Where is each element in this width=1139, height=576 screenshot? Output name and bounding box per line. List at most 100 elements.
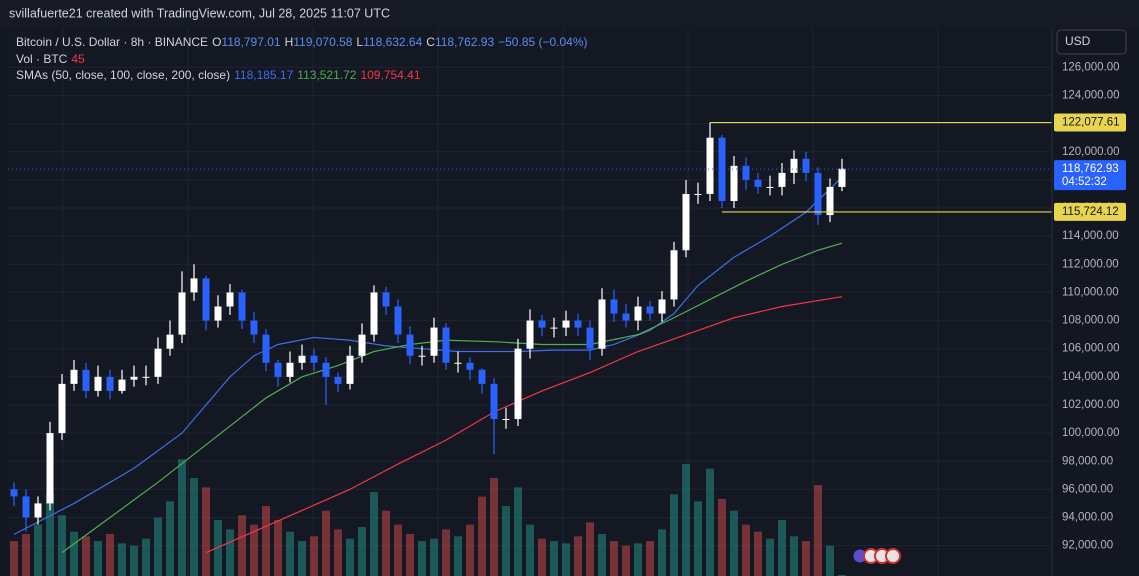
current-price-label: 118,762.93 [1062,163,1119,175]
candle-body [538,320,546,328]
candle-body [262,334,270,363]
volume-bar [418,541,426,576]
volume-bar [814,485,822,576]
volume-bar [166,501,174,576]
volume-bar [778,520,786,576]
candle-body [202,278,210,321]
ohlc-value: 118,762.93 [434,35,495,49]
volume-bar [826,545,834,576]
sma-label: SMAs (50, close, 100, close, 200, close) [16,68,231,82]
volume-bar [202,487,210,576]
candle-body [754,179,762,187]
candle-body [814,172,822,216]
event-icon [885,548,901,564]
y-tick-label: 98,000.00 [1062,455,1113,467]
ohlc-key: O [212,35,222,49]
currency-label: USD [1065,34,1091,48]
candle-body [418,355,426,357]
candle-body [274,362,282,377]
volume-bar [670,494,678,576]
volume-bar [490,478,498,576]
candle-body [94,376,102,391]
volume-bar [658,529,666,576]
candle-body [106,376,114,391]
volume-bar [382,510,390,576]
volume-bar [574,536,582,576]
volume-bar [358,527,366,576]
candle-body [610,299,618,314]
volume-bar [334,529,342,576]
candle-body [766,186,774,188]
candle-body [10,489,18,497]
candle-body [682,193,690,251]
y-tick-label: 112,000.00 [1062,258,1119,270]
candle-body [526,320,534,349]
volume-bar [370,492,378,576]
volume-bar [178,459,186,576]
volume-bar [82,536,90,576]
candle-body [586,327,594,349]
volume-value: 45 [71,51,85,66]
candle-body [790,158,798,173]
volume-bar [70,531,78,576]
volume-bar [646,541,654,576]
candle-body [466,362,474,370]
candle-body [46,433,54,504]
candle-body [310,355,318,363]
candle-body [838,168,846,187]
volume-bar [502,506,510,576]
volume-bar [454,536,462,576]
candle-body [334,376,342,384]
candle-body [298,355,306,363]
countdown: 04:52:32 [1062,176,1107,188]
candle-body [742,165,750,180]
volume-bar [406,534,414,576]
candle-body [154,348,162,377]
candle-body [646,306,654,314]
candle-body [166,334,174,349]
volume-bar [190,478,198,576]
candle-body [370,292,378,335]
volume-bar [46,494,54,576]
volume-bar [346,538,354,576]
volume-bar [478,496,486,576]
sma-value: 118,185.17 [234,68,294,82]
symbol: Bitcoin / U.S. Dollar · 8h · BINANCE [16,35,209,49]
candle-body [118,379,126,391]
volume-bar [610,541,618,576]
candle-body [58,383,66,434]
volume-bar [682,464,690,576]
volume-bar [274,520,282,576]
volume-bar [298,541,306,576]
candle-body [130,376,138,380]
candle-body [430,327,438,356]
volume-bar [322,510,330,576]
volume-bar [586,522,594,576]
y-tick-label: 110,000.00 [1062,286,1119,298]
volume-bar [742,524,750,576]
candle-body [658,299,666,314]
candle-body [778,172,786,187]
y-tick-label: 120,000.00 [1062,146,1120,158]
volume-bar [430,538,438,576]
candle-body [82,369,90,391]
ohlc-value: 118,632.64 [363,35,423,49]
ohlc-key: H [284,35,294,49]
volume-bar [754,531,762,576]
volume-bar [10,541,18,576]
currency-button[interactable] [1056,29,1127,55]
price-label-box [1054,113,1126,132]
sma-value: 113,521.72 [297,68,357,82]
header-bar [0,0,1139,28]
volume-bar [118,543,126,576]
ohlc-key: C [426,35,435,49]
volume-bar [130,545,138,576]
candle-body [634,306,642,321]
volume-bar [634,543,642,576]
volume-bar [706,468,714,576]
volume-bar [286,531,294,576]
candle-body [142,376,150,378]
volume-bar [622,545,630,576]
sma-value: 109,754.41 [360,68,421,82]
candle-body [70,369,78,384]
